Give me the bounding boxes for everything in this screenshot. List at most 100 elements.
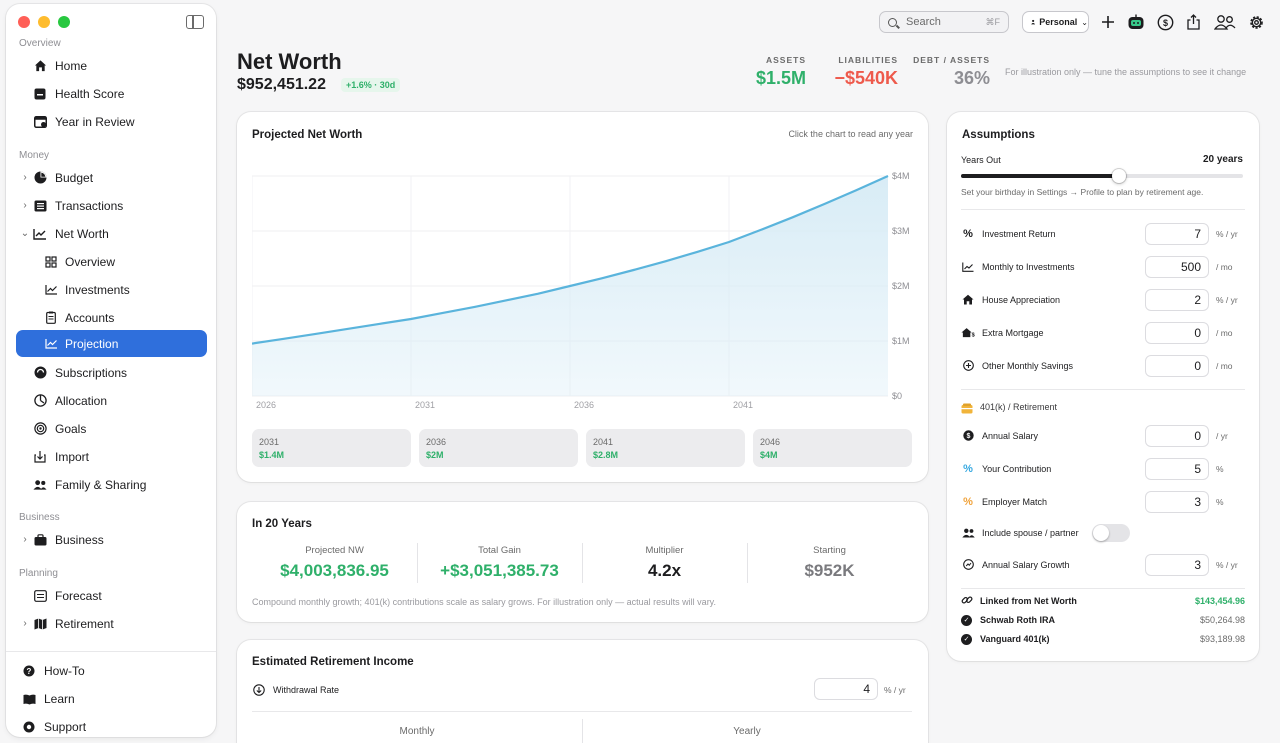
- how-to-link[interactable]: ? How-To: [16, 658, 207, 684]
- milestone-card[interactable]: 2031 $1.4M: [252, 429, 411, 467]
- milestone-card[interactable]: 2036 $2M: [419, 429, 578, 467]
- pie-chart-icon: [33, 171, 47, 185]
- divider: [747, 543, 748, 583]
- sidebar-item-forecast[interactable]: Forecast: [16, 582, 207, 609]
- assets-stat: ASSETS $1.5M: [756, 55, 806, 89]
- checkmark-icon[interactable]: ✓: [961, 633, 972, 645]
- metric-label: Multiplier: [645, 545, 684, 556]
- chevron-right-icon[interactable]: ›: [23, 200, 27, 211]
- sidebar-item-health-score[interactable]: Health Score: [16, 80, 207, 107]
- assumptions-card: Assumptions Years Out 20 years Set your …: [947, 112, 1259, 661]
- years-hint: Set your birthday in Settings → Profile …: [961, 187, 1204, 197]
- zoom-window-button[interactable]: [58, 16, 70, 28]
- metric-starting: Starting $952K: [747, 545, 912, 581]
- sidebar-item-label: Home: [55, 58, 88, 73]
- checkmark-icon[interactable]: ✓: [961, 614, 972, 626]
- withdrawal-rate-input[interactable]: 4: [814, 678, 878, 700]
- linked-account-row[interactable]: ✓ Vanguard 401(k) $93,189.98: [961, 630, 1245, 648]
- search-field[interactable]: Search ⌘F: [879, 11, 1009, 33]
- row-label: Investment Return: [982, 228, 1056, 239]
- milestone-amount: $1.4M: [259, 450, 285, 460]
- sidebar-item-accounts[interactable]: Accounts: [16, 304, 207, 331]
- house-appreciation-input[interactable]: 2: [1145, 288, 1209, 311]
- assets-value: $1.5M: [755, 68, 806, 88]
- salary-growth-input[interactable]: 3: [1145, 553, 1209, 576]
- milestone-card[interactable]: 2041 $2.8M: [586, 429, 745, 467]
- sidebar-item-label: Health Score: [55, 86, 125, 101]
- milestone-card[interactable]: 2046 $4M: [753, 429, 912, 467]
- sidebar-item-label: Budget: [55, 170, 94, 185]
- salary-growth-row: Annual Salary Growth 3 % / yr: [961, 553, 1246, 576]
- years-out-slider[interactable]: [961, 169, 1243, 183]
- share-icon[interactable]: [1183, 12, 1203, 32]
- row-label: House Appreciation: [982, 294, 1061, 305]
- people-icon[interactable]: [1212, 12, 1238, 32]
- investment-return-row: % Investment Return 7 % / yr: [961, 222, 1246, 245]
- employer-match-input[interactable]: 3: [1145, 490, 1209, 513]
- sidebar-item-label: Import: [55, 449, 90, 464]
- row-unit: % / yr: [1216, 559, 1238, 570]
- forecast-icon: [33, 589, 47, 603]
- sidebar-item-home[interactable]: Home: [16, 52, 207, 79]
- spouse-toggle[interactable]: [1092, 523, 1130, 542]
- sidebar-item-transactions[interactable]: › Transactions: [16, 192, 207, 219]
- sidebar-item-business[interactable]: › Business: [16, 526, 207, 553]
- illustration-note: For illustration only — tune the assumpt…: [1005, 67, 1247, 77]
- account-amount: $50,264.98: [1199, 615, 1245, 625]
- section-money-label: Money: [19, 150, 50, 161]
- extra-mortgage-input[interactable]: 0: [1145, 321, 1209, 344]
- chart-line-icon: [961, 260, 975, 274]
- retirement-income-card: Estimated Retirement Income Withdrawal R…: [237, 640, 928, 743]
- close-window-button[interactable]: [18, 16, 30, 28]
- investment-return-input[interactable]: 7: [1145, 222, 1209, 245]
- currency-icon[interactable]: $: [1155, 12, 1175, 32]
- add-icon[interactable]: [1098, 12, 1118, 32]
- linked-account-row[interactable]: ✓ Schwab Roth IRA $50,264.98: [961, 611, 1245, 629]
- sidebar-item-allocation[interactable]: Allocation: [16, 387, 207, 414]
- sidebar-item-goals[interactable]: Goals: [16, 415, 207, 442]
- sidebar: Overview Home Health Score Year in Revie…: [6, 4, 216, 737]
- account-name: Vanguard 401(k): [980, 634, 1050, 644]
- svg-text:?: ?: [27, 667, 32, 676]
- chevron-down-icon[interactable]: ⌄: [20, 228, 30, 239]
- link-icon: [961, 594, 973, 608]
- search-placeholder: Search: [906, 16, 941, 28]
- your-contribution-input[interactable]: 5: [1145, 457, 1209, 480]
- sidebar-item-year-in-review[interactable]: Year in Review: [16, 108, 207, 135]
- search-icon: [888, 17, 897, 27]
- settings-gear-icon[interactable]: [1246, 12, 1266, 32]
- other-savings-input[interactable]: 0: [1145, 354, 1209, 377]
- retirement-section-label: 401(k) / Retirement: [980, 402, 1058, 412]
- y-tick-label: $1M: [892, 336, 910, 346]
- metric-projected-nw: Projected NW $4,003,836.95: [252, 545, 417, 581]
- annual-salary-input[interactable]: 0: [1145, 424, 1209, 447]
- profile-selector[interactable]: Personal ⌄: [1022, 11, 1089, 33]
- sidebar-item-subscriptions[interactable]: Subscriptions: [16, 359, 207, 386]
- sidebar-item-projection[interactable]: Projection: [16, 330, 207, 357]
- assistant-robot-icon[interactable]: [1126, 12, 1146, 32]
- sidebar-item-family-sharing[interactable]: Family & Sharing: [16, 471, 207, 498]
- monthly-investments-input[interactable]: 500: [1145, 255, 1209, 278]
- sidebar-item-budget[interactable]: › Budget: [16, 164, 207, 191]
- projection-title: Projected Net Worth: [252, 129, 363, 141]
- chevron-right-icon[interactable]: ›: [23, 172, 27, 183]
- divider: [582, 719, 583, 743]
- chevron-right-icon[interactable]: ›: [23, 618, 27, 629]
- sidebar-toggle-icon[interactable]: [186, 15, 204, 29]
- sidebar-item-import[interactable]: Import: [16, 443, 207, 470]
- sidebar-item-overview[interactable]: Overview: [16, 248, 207, 275]
- chevron-right-icon[interactable]: ›: [23, 534, 27, 545]
- support-link[interactable]: Support: [16, 714, 207, 737]
- minimize-window-button[interactable]: [38, 16, 50, 28]
- sidebar-item-investments[interactable]: Investments: [16, 276, 207, 303]
- sidebar-item-retirement[interactable]: › Retirement: [16, 610, 207, 637]
- page-title: Net Worth: [237, 49, 342, 74]
- learn-link[interactable]: Learn: [16, 686, 207, 712]
- projection-chart[interactable]: $4M $3M $2M $1M $0 2026 2031 2036 2041: [252, 157, 914, 415]
- sidebar-item-label: Net Worth: [55, 226, 109, 241]
- debt-ratio-label: DEBT / ASSETS: [913, 55, 990, 65]
- sidebar-item-net-worth[interactable]: ⌄ Net Worth: [16, 220, 207, 247]
- in-years-title: In 20 Years: [252, 518, 312, 530]
- metric-value: +$3,051,385.73: [440, 561, 559, 580]
- slider-knob[interactable]: [1112, 169, 1126, 183]
